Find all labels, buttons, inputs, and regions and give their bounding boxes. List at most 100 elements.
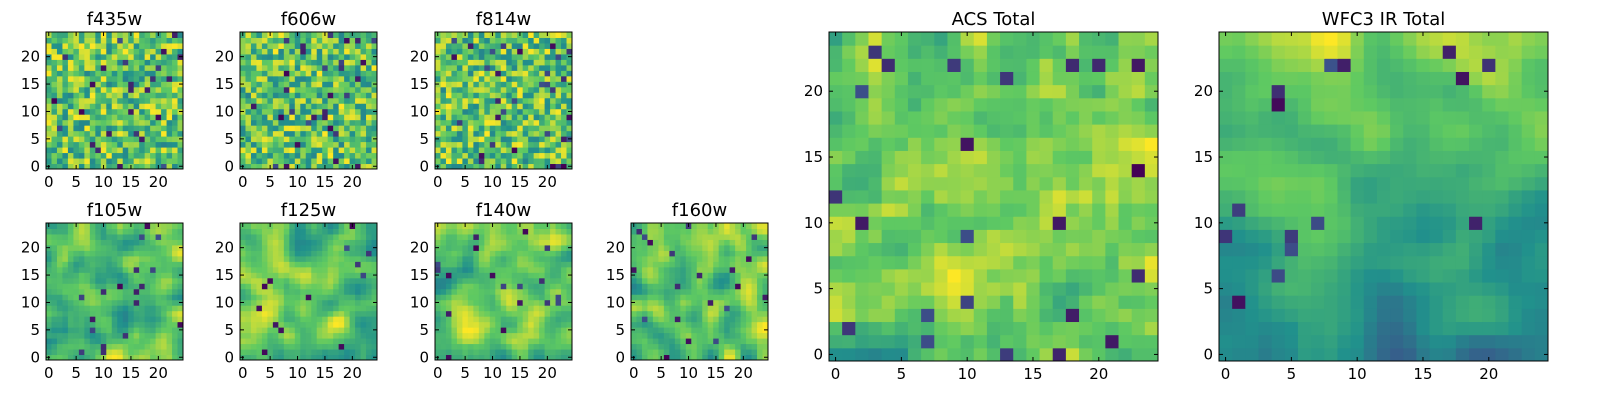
heatmap-cell xyxy=(973,308,988,323)
heatmap-cell xyxy=(641,277,648,284)
heatmap-cell xyxy=(473,163,480,170)
heatmap-cell xyxy=(522,299,529,306)
heatmap-cell xyxy=(106,288,113,295)
heatmap-cell xyxy=(440,321,447,328)
heatmap-cell xyxy=(272,108,279,115)
heatmap-cell xyxy=(122,255,129,262)
heatmap-cell xyxy=(517,75,524,82)
heatmap-cell xyxy=(707,250,714,257)
heatmap-cell xyxy=(84,37,91,44)
heatmap-cell xyxy=(511,223,518,229)
heatmap-cell xyxy=(56,299,63,306)
heatmap-cell xyxy=(305,48,312,55)
heatmap-cell xyxy=(289,158,296,165)
heatmap-cell xyxy=(371,86,378,93)
heatmap-cell xyxy=(467,70,474,77)
heatmap-cell xyxy=(360,119,367,126)
heatmap-cell xyxy=(144,349,151,356)
heatmap-cell xyxy=(555,294,562,301)
heatmap-cell xyxy=(740,288,747,295)
heatmap-cell xyxy=(128,130,135,137)
heatmap-cell xyxy=(250,354,257,361)
heatmap-cell xyxy=(451,266,458,273)
heatmap-cell xyxy=(311,75,318,82)
heatmap-cell xyxy=(757,305,764,312)
heatmap-cell xyxy=(707,310,714,317)
heatmap-cell xyxy=(333,86,340,93)
heatmap-cell xyxy=(261,48,268,55)
heatmap-cell xyxy=(177,250,184,257)
heatmap-cell xyxy=(144,108,151,115)
heatmap-cell xyxy=(128,125,135,132)
heatmap-cell xyxy=(652,349,659,356)
heatmap-cell xyxy=(322,228,329,235)
heatmap-cell xyxy=(435,158,441,165)
heatmap-cell xyxy=(478,48,485,55)
heatmap-cell xyxy=(250,141,257,148)
heatmap-cell xyxy=(484,255,491,262)
heatmap-cell xyxy=(267,228,274,235)
heatmap-cell xyxy=(707,343,714,350)
heatmap-cell xyxy=(172,86,179,93)
heatmap-cell xyxy=(278,228,285,235)
heatmap-cell xyxy=(322,233,329,240)
heatmap-cell xyxy=(669,288,676,295)
heatmap-cell xyxy=(718,283,725,290)
heatmap-cell xyxy=(360,272,367,279)
heatmap-cell xyxy=(500,310,507,317)
heatmap-cell xyxy=(511,321,518,328)
heatmap-cell xyxy=(289,92,296,99)
heatmap-cell xyxy=(51,125,58,132)
heatmap-cell xyxy=(934,282,948,296)
heatmap-cell xyxy=(122,37,129,44)
heatmap-cell xyxy=(139,163,146,170)
heatmap-cell xyxy=(555,59,562,66)
heatmap-cell xyxy=(166,255,173,262)
heatmap-cell xyxy=(718,316,725,323)
heatmap-cell xyxy=(528,130,535,137)
heatmap-cell xyxy=(894,163,909,178)
heatmap-cell xyxy=(355,321,362,328)
heatmap-cell xyxy=(166,332,173,339)
heatmap-cell xyxy=(517,86,524,93)
heatmap-cell xyxy=(652,255,659,262)
heatmap-cell xyxy=(267,152,274,159)
heatmap-cell xyxy=(713,261,720,268)
heatmap-cell xyxy=(349,92,356,99)
heatmap-cell xyxy=(322,108,329,115)
heatmap-cell xyxy=(652,327,659,334)
y-tick-label: 5 xyxy=(30,130,40,148)
heatmap-cell xyxy=(311,163,318,170)
heatmap-cell xyxy=(56,327,63,334)
heatmap-cell xyxy=(451,158,458,165)
heatmap-cell xyxy=(289,272,296,279)
heatmap-cell xyxy=(161,266,168,273)
heatmap-cell xyxy=(349,59,356,66)
heatmap-cell xyxy=(566,349,573,356)
heatmap-cell xyxy=(349,283,356,290)
heatmap-cell xyxy=(506,349,513,356)
heatmap-cell xyxy=(868,308,883,323)
heatmap-cell xyxy=(344,272,351,279)
heatmap-cell xyxy=(67,125,74,132)
heatmap-cell xyxy=(305,70,312,77)
heatmap-cell xyxy=(691,354,698,361)
heatmap-cell xyxy=(278,81,285,88)
heatmap-cell xyxy=(533,97,540,104)
heatmap-cell xyxy=(294,81,301,88)
heatmap-cell xyxy=(89,283,96,290)
heatmap-cell xyxy=(500,32,507,38)
heatmap-cell xyxy=(489,64,496,71)
heatmap-cell xyxy=(84,223,91,229)
heatmap-cell xyxy=(1052,334,1067,349)
heatmap-cell xyxy=(451,272,458,279)
heatmap-cell xyxy=(658,299,665,306)
heatmap-cell xyxy=(674,310,681,317)
heatmap-cell xyxy=(289,332,296,339)
heatmap-cell xyxy=(544,288,551,295)
heatmap-cell xyxy=(84,114,91,121)
heatmap-cell xyxy=(511,136,518,143)
heatmap-cell xyxy=(133,119,140,126)
heatmap-cell xyxy=(473,152,480,159)
heatmap-cell xyxy=(555,266,562,273)
